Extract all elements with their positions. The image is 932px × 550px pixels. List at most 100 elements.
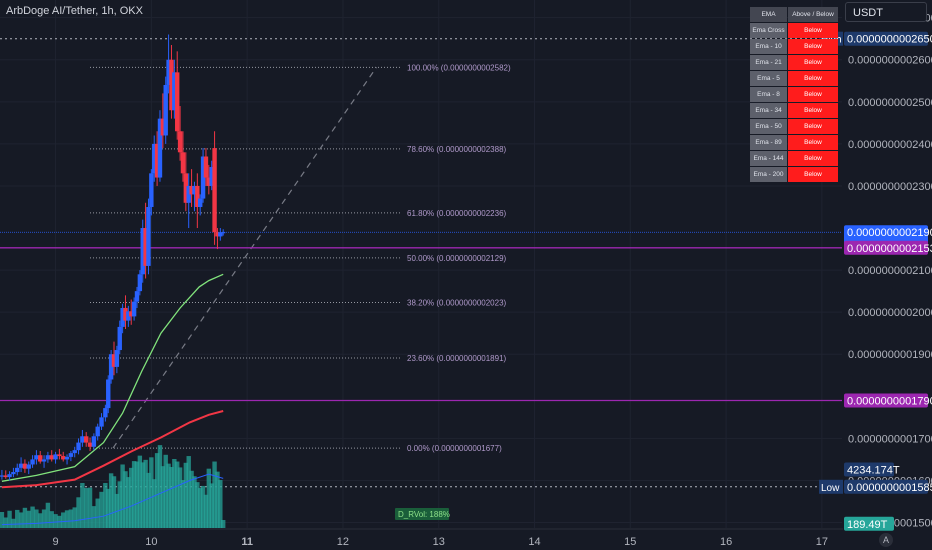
price-axis-label: 0.0000000002000	[848, 307, 932, 319]
price-axis-label: 0.0000000001700	[848, 433, 932, 445]
ema-state: Below	[788, 103, 838, 118]
candle-body	[68, 453, 74, 457]
candle-body	[195, 185, 200, 207]
candle-body	[212, 148, 217, 233]
candle-body	[53, 454, 58, 460]
rvol-tag	[844, 516, 894, 531]
candle-body	[137, 274, 143, 292]
volume-bar	[53, 514, 58, 528]
volume-bar	[180, 480, 186, 528]
low-price-prefix: Low	[821, 483, 840, 494]
time-axis-label: 17	[816, 536, 828, 548]
candle-body	[209, 167, 214, 186]
level-2153-tag	[844, 240, 928, 255]
volume-bar	[22, 507, 28, 528]
level-2153-value: 0.0000000002153	[847, 243, 932, 255]
ema-state: Below	[788, 151, 838, 166]
currency-label[interactable]: USDT	[845, 2, 927, 22]
volume-bar	[3, 517, 8, 528]
candle-body	[45, 455, 51, 460]
ema-name: Ema Cross	[750, 23, 787, 38]
volume-bar	[91, 506, 97, 528]
candle-body	[140, 228, 145, 275]
volume-bar	[34, 509, 39, 528]
volume-bar	[103, 482, 108, 528]
rvol-value: 189.49T	[847, 519, 888, 531]
auto-scale-button[interactable]: A	[879, 533, 893, 547]
candle-body	[163, 84, 168, 136]
ema-fast-line	[1, 273, 224, 482]
ema-row: Ema - 8 Below	[750, 87, 838, 102]
volume-bar	[212, 461, 217, 528]
ema-header-state: Above / Below	[788, 7, 838, 22]
time-axis-label: 10	[145, 536, 157, 548]
volume-bars	[0, 445, 226, 528]
candle-body	[72, 450, 77, 454]
volume-bar	[203, 494, 209, 528]
volume-bar	[0, 512, 5, 528]
price-axis-label: 0.0000000002600	[848, 55, 932, 67]
volume-bar	[117, 481, 122, 528]
fib-trend-line	[112, 66, 377, 449]
volume-bar	[146, 472, 151, 528]
candle-body	[146, 206, 151, 266]
volume-bar	[68, 509, 74, 528]
volume-bar	[15, 509, 20, 528]
candle-body	[143, 228, 148, 266]
volume-bar	[84, 488, 89, 528]
candle-body	[220, 232, 226, 234]
ema-name: Ema - 50	[750, 119, 787, 134]
level-1790-value: 0.0000000001790	[847, 396, 932, 408]
candle-body	[99, 417, 104, 427]
candle-body	[0, 475, 5, 477]
candle-body	[192, 185, 197, 195]
price-axis-label: 0.0000000002400	[848, 139, 932, 151]
volume-bar	[26, 510, 31, 528]
ema-state: Below	[788, 39, 838, 54]
volume-bar	[134, 461, 140, 528]
volume-bar	[209, 483, 214, 528]
volume-bar	[41, 509, 47, 528]
candle-body	[7, 474, 12, 478]
candle-body	[131, 301, 137, 317]
fib-level-label: 23.60% (0.0000000001891)	[407, 354, 507, 363]
candle-body	[84, 436, 89, 443]
candle-body	[3, 475, 8, 478]
candle-body	[91, 436, 97, 447]
ema-header-ema: EMA	[750, 7, 787, 22]
volume-bar	[123, 471, 128, 528]
candle-body	[189, 185, 194, 195]
volume-bar	[64, 510, 70, 528]
candle-body	[49, 455, 54, 460]
volume-bar	[183, 462, 189, 528]
ema-row: Ema Cross Below	[750, 23, 838, 38]
volume-bar	[137, 455, 143, 528]
candle-body	[11, 472, 16, 475]
ema-name: Ema - 8	[750, 87, 787, 102]
candle-body	[166, 59, 171, 85]
volume-bar	[131, 461, 137, 528]
candle-body	[160, 118, 166, 136]
volume-bar	[49, 511, 54, 528]
volume-value: 4234.174T	[847, 465, 900, 477]
rvol-badge-text: D_RVol: 188%	[398, 510, 450, 519]
volume-bar	[30, 506, 35, 528]
volume-bar	[189, 470, 194, 528]
candle-body	[206, 177, 212, 186]
price-axis-label: 0.0000000001900	[848, 349, 932, 361]
volume-bar	[38, 513, 43, 528]
fib-level-label: 38.20% (0.0000000002023)	[407, 298, 507, 307]
candle-body	[180, 152, 186, 174]
volume-bar	[143, 459, 148, 528]
candle-body	[15, 467, 20, 473]
volume-bar	[195, 482, 200, 528]
ema-row: Ema - 21 Below	[750, 55, 838, 70]
time-axis-label: 15	[624, 536, 636, 548]
candle-body	[76, 442, 81, 451]
candle-body	[183, 173, 189, 203]
candle-body	[22, 463, 28, 469]
ema-name: Ema - 89	[750, 135, 787, 150]
volume-bar	[198, 488, 203, 528]
volume-bar	[7, 510, 12, 528]
